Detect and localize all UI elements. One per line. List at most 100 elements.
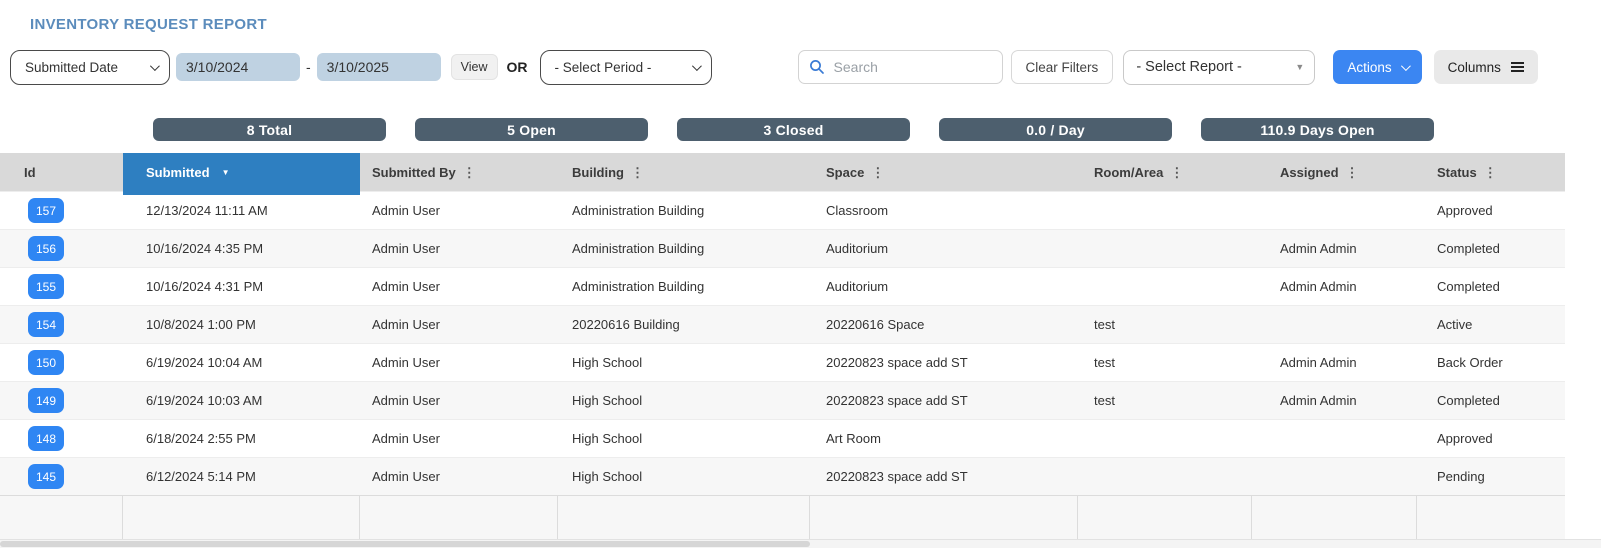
cell-text: test — [1094, 317, 1115, 332]
cell-text: Admin User — [372, 317, 440, 332]
row-id-badge[interactable]: 149 — [28, 388, 64, 413]
date-field-select[interactable]: Submitted Date — [10, 49, 170, 85]
cell-text: 10/16/2024 4:31 PM — [146, 279, 264, 294]
inventory-request-table: Id Submitted ▼ Submitted By ⋮ Building ⋮… — [0, 153, 1565, 539]
cell-text: 6/12/2024 5:14 PM — [146, 469, 256, 484]
cell-text: 20220616 Building — [572, 317, 680, 332]
cell-assigned: Admin Admin — [1252, 344, 1417, 381]
cell-status: Active — [1417, 306, 1565, 343]
table-row: 149 6/19/2024 10:03 AM Admin User High Scho… — [0, 381, 1565, 419]
cell-submitted: 6/12/2024 5:14 PM — [123, 458, 360, 495]
cell-text: 20220823 space add ST — [826, 355, 968, 370]
stat-closed: 3 Closed — [677, 118, 910, 141]
table-header-row: Id Submitted ▼ Submitted By ⋮ Building ⋮… — [0, 153, 1565, 191]
cell-text: Classroom — [826, 203, 889, 218]
cell-text: Admin User — [372, 431, 440, 446]
cell-text: Completed — [1437, 393, 1500, 408]
cell-text: Auditorium — [826, 279, 889, 294]
cell-submitted: 10/16/2024 4:31 PM — [123, 268, 360, 305]
search-input[interactable] — [833, 59, 992, 75]
cell-submitted: 6/19/2024 10:04 AM — [123, 344, 360, 381]
cell-text: test — [1094, 355, 1115, 370]
cell-id: 149 — [0, 382, 123, 419]
cell-assigned — [1252, 192, 1417, 229]
column-header-submitted[interactable]: Submitted ▼ — [123, 153, 360, 191]
column-header-assigned[interactable]: Assigned ⋮ — [1280, 164, 1359, 180]
column-header-submitted-by[interactable]: Submitted By ⋮ — [372, 164, 476, 180]
column-header-room-area[interactable]: Room/Area ⋮ — [1094, 164, 1184, 180]
cell-text: High School — [572, 393, 643, 408]
row-id-badge[interactable]: 150 — [28, 350, 64, 375]
column-header-building[interactable]: Building ⋮ — [572, 164, 644, 180]
column-header-status[interactable]: Status ⋮ — [1437, 164, 1497, 180]
column-header-id[interactable]: Id — [24, 164, 36, 180]
cell-text: 20220823 space add ST — [826, 469, 968, 484]
cell-assigned: Admin Admin — [1252, 382, 1417, 419]
cell-building: High School — [558, 458, 810, 495]
cell-room-area — [1078, 268, 1252, 305]
cell-submitted: 6/19/2024 10:03 AM — [123, 382, 360, 419]
cell-submitted-by: Admin User — [360, 344, 558, 381]
row-id-badge[interactable]: 155 — [28, 274, 64, 299]
footer-cell — [1417, 496, 1565, 539]
cell-text: Art Room — [826, 431, 881, 446]
horizontal-scrollbar-thumb[interactable] — [0, 541, 810, 547]
column-menu-icon[interactable]: ⋮ — [1483, 164, 1497, 180]
date-from-input[interactable] — [176, 53, 300, 81]
cell-building: Administration Building — [558, 230, 810, 267]
cell-text: Completed — [1437, 279, 1500, 294]
cell-room-area — [1078, 420, 1252, 457]
cell-id: 156 — [0, 230, 123, 267]
menu-bars-icon — [1510, 65, 1524, 69]
table-row: 150 6/19/2024 10:04 AM Admin User High Scho… — [0, 343, 1565, 381]
row-id-badge[interactable]: 157 — [28, 198, 64, 223]
clear-filters-button[interactable]: Clear Filters — [1010, 50, 1114, 84]
column-menu-icon[interactable]: ⋮ — [462, 164, 476, 180]
cell-room-area: test — [1078, 306, 1252, 343]
columns-button[interactable]: Columns — [1433, 50, 1538, 84]
stat-per-day: 0.0 / Day — [939, 118, 1172, 141]
search-box[interactable] — [797, 50, 1003, 84]
table-body: 157 12/13/2024 11:11 AM Admin User Administ… — [0, 191, 1565, 495]
cell-space: Classroom — [810, 192, 1078, 229]
row-id-badge[interactable]: 156 — [28, 236, 64, 261]
cell-building: High School — [558, 344, 810, 381]
cell-text: Admin User — [372, 355, 440, 370]
cell-text: Pending — [1437, 469, 1485, 484]
column-menu-icon[interactable]: ⋮ — [1170, 164, 1184, 180]
row-id-badge[interactable]: 145 — [28, 464, 64, 489]
cell-text: 10/16/2024 4:35 PM — [146, 241, 264, 256]
cell-room-area: test — [1078, 344, 1252, 381]
table-row: 157 12/13/2024 11:11 AM Admin User Administ… — [0, 191, 1565, 229]
cell-text: Active — [1437, 317, 1473, 332]
cell-status: Completed — [1417, 268, 1565, 305]
column-header-space[interactable]: Space ⋮ — [826, 164, 885, 180]
table-row: 155 10/16/2024 4:31 PM Admin User Administr… — [0, 267, 1565, 305]
cell-text: Admin User — [372, 203, 440, 218]
cell-text: Completed — [1437, 241, 1500, 256]
cell-text: 10/8/2024 1:00 PM — [146, 317, 256, 332]
cell-text: 6/19/2024 10:04 AM — [146, 355, 263, 370]
cell-space: 20220823 space add ST — [810, 458, 1078, 495]
cell-text: test — [1094, 393, 1115, 408]
stat-total: 8 Total — [153, 118, 386, 141]
cell-assigned — [1252, 420, 1417, 457]
row-id-badge[interactable]: 154 — [28, 312, 64, 337]
row-id-badge[interactable]: 148 — [28, 426, 64, 451]
date-to-input[interactable] — [316, 53, 441, 81]
column-menu-icon[interactable]: ⋮ — [871, 164, 885, 180]
actions-button[interactable]: Actions — [1333, 50, 1422, 84]
column-menu-icon[interactable]: ⋮ — [631, 164, 644, 180]
horizontal-scrollbar[interactable] — [0, 539, 1601, 548]
cell-text: High School — [572, 431, 643, 446]
view-button[interactable]: View — [450, 54, 498, 80]
column-menu-icon[interactable]: ⋮ — [1345, 164, 1359, 180]
report-select[interactable]: - Select Report - ▼ — [1123, 49, 1316, 85]
cell-text: Administration Building — [572, 241, 705, 256]
cell-text: Admin Admin — [1280, 393, 1357, 408]
cell-text: 6/19/2024 10:03 AM — [146, 393, 263, 408]
chevron-down-icon — [691, 60, 702, 71]
period-select[interactable]: - Select Period - — [539, 49, 712, 85]
stats-row: 8 Total 5 Open 3 Closed 0.0 / Day 110.9 … — [153, 118, 1601, 141]
cell-submitted: 10/16/2024 4:35 PM — [123, 230, 360, 267]
